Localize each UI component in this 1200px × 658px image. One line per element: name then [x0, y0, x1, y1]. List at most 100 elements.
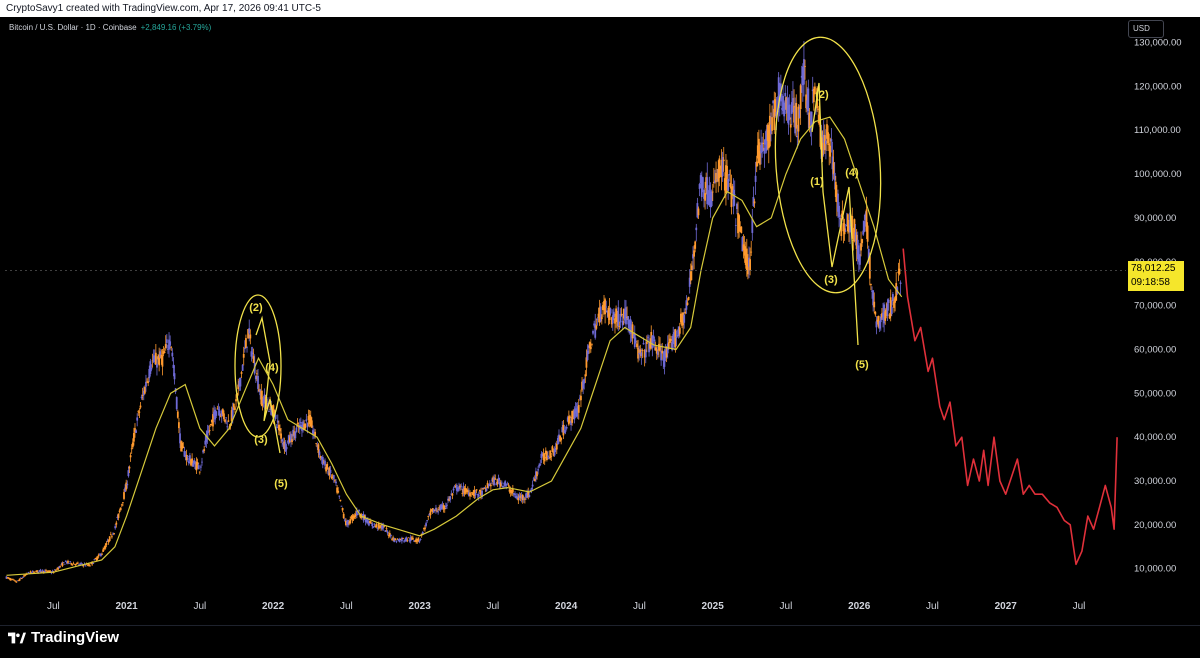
candle-body: [116, 516, 119, 519]
candle-body: [760, 145, 762, 154]
candle-body: [146, 381, 148, 383]
candle-body: [521, 494, 524, 501]
candle-body: [837, 193, 839, 212]
candle-body: [707, 196, 710, 201]
tradingview-logo-icon: [8, 632, 26, 643]
candle-body: [427, 516, 430, 517]
candle-body: [186, 455, 189, 458]
candle-body: [599, 306, 602, 322]
candle-body: [357, 513, 359, 515]
candle-body: [7, 577, 10, 579]
candle-body: [737, 213, 739, 234]
wave-label-2025-2: (2): [815, 89, 829, 101]
candle-body: [17, 580, 20, 582]
candle-body: [756, 145, 759, 159]
candle-body: [138, 411, 141, 413]
candle-body: [583, 379, 586, 384]
candle-body: [185, 454, 188, 461]
candle-body: [350, 517, 353, 519]
candle-body: [687, 296, 690, 300]
candle-body: [742, 244, 745, 251]
candle-body: [398, 539, 401, 543]
candle-body: [655, 349, 658, 354]
candle-body: [315, 443, 318, 445]
candle-body: [98, 554, 101, 556]
candle-body: [153, 357, 156, 360]
candle-body: [163, 351, 166, 353]
candle-body: [895, 283, 898, 301]
candle-body: [443, 507, 446, 510]
candle-body: [346, 521, 348, 525]
wave-path-2025: [811, 82, 859, 346]
candle-body: [753, 201, 756, 204]
candle-body: [811, 89, 814, 92]
tradingview-logo[interactable]: TradingView: [8, 629, 119, 646]
candle-body: [562, 424, 565, 436]
candle-body: [587, 345, 590, 348]
candle-body: [225, 417, 228, 419]
candle-body: [184, 455, 187, 457]
candle-body: [47, 570, 50, 572]
candle-body: [171, 352, 174, 357]
candle-body: [459, 485, 462, 488]
candle-body: [855, 234, 858, 250]
candle-body: [719, 166, 722, 169]
candle-body: [508, 489, 511, 492]
last-price-label: 78,012.25 09:18:58: [1128, 261, 1184, 291]
candle-body: [51, 571, 54, 572]
wave-label-2025-5: (5): [855, 359, 869, 371]
candle-body: [897, 271, 900, 274]
candle-body: [710, 191, 713, 207]
candle-body: [539, 464, 542, 465]
candle-body: [644, 349, 647, 358]
candle-body: [187, 461, 190, 464]
candle-body: [113, 533, 116, 535]
candle-body: [688, 277, 691, 287]
candle-body: [40, 571, 43, 573]
candle-body: [826, 124, 828, 139]
candle-body: [392, 537, 395, 540]
candle-body: [452, 488, 455, 491]
candle-body: [59, 565, 62, 567]
candle-body: [56, 568, 58, 570]
candle-body: [496, 478, 499, 485]
candle-body: [761, 142, 764, 152]
candle-body: [60, 563, 63, 565]
price-chart[interactable]: (2) (4) (3) (5) (2) (1) (4) (3) (5) 10,000.00 20,…: [0, 17, 1200, 625]
candle-body: [433, 510, 436, 512]
candle-body: [685, 300, 688, 310]
candle-body: [567, 416, 570, 425]
candle-body: [788, 104, 791, 120]
candle-body: [438, 506, 441, 511]
candle-body: [44, 570, 46, 573]
x-tick-label: Jul: [193, 601, 206, 612]
candle-body: [141, 394, 144, 396]
candle-body: [22, 577, 24, 578]
candle-body: [651, 335, 654, 349]
currency-button[interactable]: USD: [1128, 20, 1164, 38]
wave-label-2025-3: (3): [824, 274, 838, 286]
candle-body: [744, 252, 747, 266]
candle-body: [328, 467, 331, 476]
candle-body: [547, 455, 549, 457]
candle-body: [867, 248, 870, 263]
candle-body: [213, 411, 215, 416]
candle-body: [282, 442, 285, 445]
candle-body: [277, 424, 280, 431]
candle-body: [461, 493, 464, 494]
candle-body: [395, 541, 398, 543]
candle-body: [800, 75, 803, 78]
candle-body: [41, 570, 44, 573]
candle-body: [477, 494, 480, 497]
candle-body: [381, 525, 384, 530]
candle-body: [629, 318, 632, 333]
candle-body: [318, 451, 321, 456]
candle-body: [279, 428, 281, 432]
candle-body: [287, 435, 290, 445]
candle-body: [179, 433, 181, 444]
candle-body: [859, 254, 861, 265]
candle-body: [495, 483, 498, 486]
candle-body: [343, 519, 346, 521]
candle-body: [115, 522, 118, 525]
candle-body: [104, 545, 107, 549]
